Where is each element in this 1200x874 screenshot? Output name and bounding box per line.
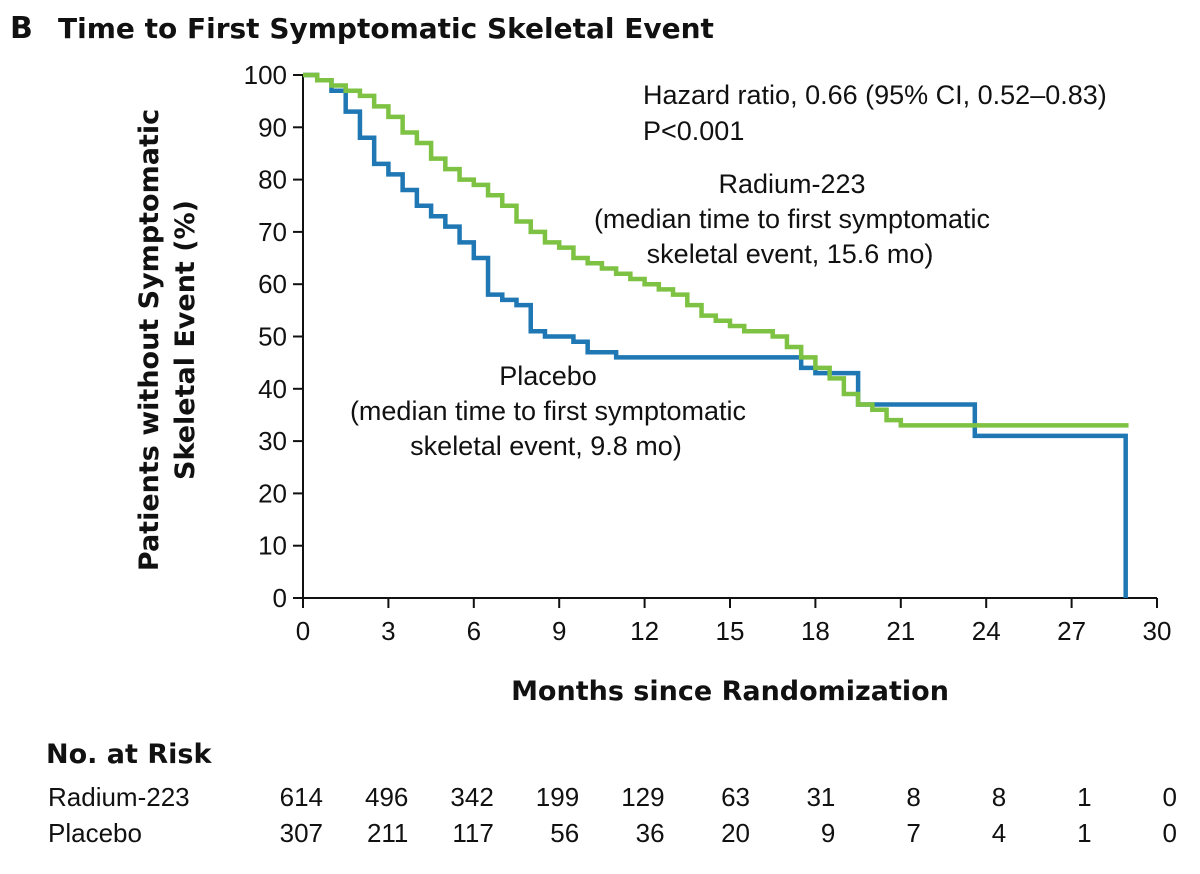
risk-value: 307 — [280, 818, 323, 848]
x-tick-label: 3 — [381, 616, 395, 646]
x-tick-label: 9 — [552, 616, 566, 646]
y-axis-label-line2: Skeletal Event (%) — [170, 200, 201, 480]
y-tick-label: 30 — [258, 426, 287, 456]
x-tick-label: 21 — [886, 616, 915, 646]
risk-value: 0 — [1163, 818, 1177, 848]
x-tick-label: 15 — [716, 616, 745, 646]
y-tick-label: 80 — [258, 165, 287, 195]
risk-value: 9 — [821, 818, 835, 848]
risk-value: 8 — [906, 782, 920, 812]
y-axis: 0 10 20 30 40 50 60 70 80 90 100 — [244, 60, 303, 613]
radium-median-line2: skeletal event, 15.6 mo) — [647, 239, 934, 269]
risk-value: 63 — [721, 782, 750, 812]
radium-median-line1: (median time to first symptomatic — [594, 204, 990, 234]
y-tick-label: 100 — [244, 60, 287, 90]
placebo-median-line1: (median time to first symptomatic — [350, 396, 746, 426]
x-axis-label: Months since Randomization — [511, 676, 949, 707]
risk-value: 211 — [367, 818, 408, 848]
risk-row-label-radium: Radium-223 — [48, 782, 190, 812]
y-tick-label: 50 — [258, 322, 287, 352]
risk-value: 36 — [636, 818, 665, 848]
x-tick-label: 0 — [296, 616, 310, 646]
hazard-ratio-text: Hazard ratio, 0.66 (95% CI, 0.52–0.83) — [643, 80, 1107, 110]
risk-value: 117 — [452, 818, 493, 848]
y-tick-label: 10 — [258, 531, 287, 561]
risk-table-values: 614 496 342 199 129 63 31 8 8 1 0 307 211 117 56 36 20 9 7… — [280, 782, 1177, 848]
risk-value: 342 — [450, 782, 493, 812]
risk-value: 1 — [1077, 818, 1091, 848]
chart-title: Time to First Symptomatic Skeletal Event — [58, 12, 714, 45]
risk-value: 8 — [992, 782, 1006, 812]
x-tick-label: 27 — [1057, 616, 1086, 646]
y-tick-label: 70 — [258, 217, 287, 247]
y-tick-label: 0 — [273, 583, 287, 613]
risk-value: 614 — [280, 782, 323, 812]
y-tick-label: 90 — [258, 112, 287, 142]
panel-letter: B — [10, 11, 33, 46]
risk-value: 496 — [365, 782, 408, 812]
p-value-text: P<0.001 — [643, 116, 744, 146]
risk-value: 199 — [536, 782, 579, 812]
x-tick-label: 6 — [467, 616, 481, 646]
x-tick-label: 30 — [1143, 616, 1172, 646]
x-tick-label: 12 — [630, 616, 659, 646]
risk-value: 7 — [906, 818, 920, 848]
y-tick-label: 20 — [258, 478, 287, 508]
risk-value: 129 — [621, 782, 664, 812]
risk-value: 56 — [550, 818, 579, 848]
curves — [303, 72, 1129, 598]
y-tick-label: 60 — [258, 269, 287, 299]
x-axis: 0 3 6 9 12 15 18 21 24 27 30 — [296, 598, 1172, 646]
risk-value: 4 — [992, 818, 1006, 848]
risk-value: 0 — [1163, 782, 1177, 812]
risk-value: 31 — [806, 782, 835, 812]
y-axis-label-line1: Patients without Symptomatic — [134, 109, 165, 571]
placebo-median-line2: skeletal event, 9.8 mo) — [410, 431, 682, 461]
radium-label: Radium-223 — [718, 169, 865, 199]
placebo-label: Placebo — [499, 361, 597, 391]
y-tick-label: 40 — [258, 374, 287, 404]
placebo-curve — [303, 72, 1128, 598]
radium-223-curve — [303, 72, 1129, 428]
x-tick-label: 24 — [972, 616, 1001, 646]
risk-value: 20 — [721, 818, 750, 848]
risk-row-label-placebo: Placebo — [48, 818, 142, 848]
risk-table-title: No. at Risk — [46, 739, 212, 770]
x-tick-label: 18 — [801, 616, 830, 646]
risk-value: 1 — [1077, 782, 1091, 812]
